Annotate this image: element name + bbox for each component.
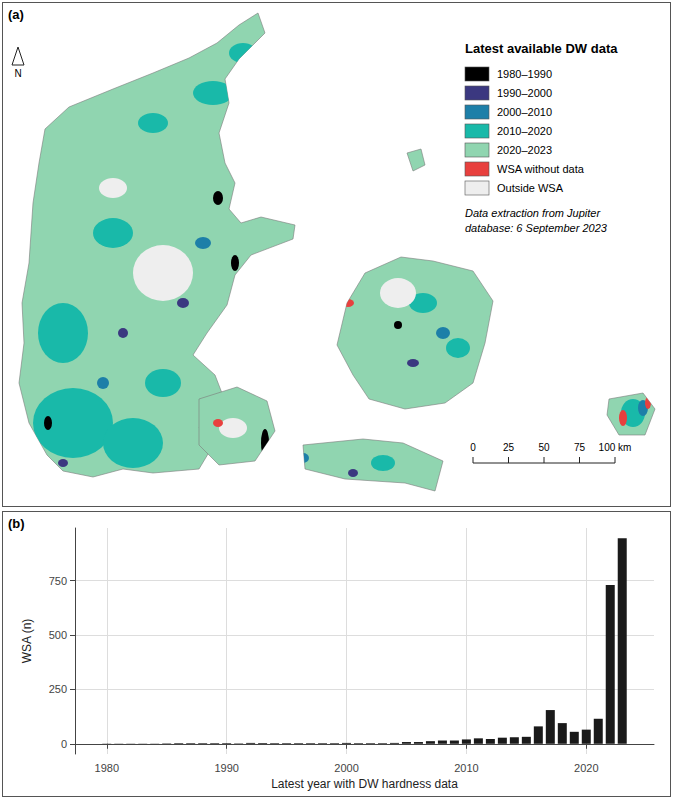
svg-text:25: 25 [503, 442, 515, 453]
svg-text:2010: 2010 [454, 762, 478, 774]
svg-text:Outside WSA: Outside WSA [497, 182, 564, 194]
svg-text:750: 750 [49, 575, 67, 587]
svg-text:WSA without data: WSA without data [497, 163, 585, 175]
svg-text:Latest year with DW hardness d: Latest year with DW hardness data [271, 777, 458, 791]
svg-text:2000: 2000 [334, 762, 358, 774]
svg-text:75: 75 [574, 442, 586, 453]
svg-text:database: 6 September 2023: database: 6 September 2023 [465, 222, 608, 234]
svg-text:2000–2010: 2000–2010 [497, 106, 552, 118]
html-text:(a): (a) [8, 7, 24, 22]
svg-text:Data extraction from Jupiter: Data extraction from Jupiter [465, 207, 601, 219]
svg-text:2010–2020: 2010–2020 [497, 125, 552, 137]
svg-text:WSA (n): WSA (n) [20, 619, 34, 664]
svg-text:0: 0 [61, 738, 67, 750]
svg-text:2020: 2020 [574, 762, 598, 774]
svg-text:1990–2000: 1990–2000 [497, 87, 552, 99]
svg-text:Latest available DW data: Latest available DW data [465, 41, 618, 56]
html-text:(b): (b) [8, 516, 25, 531]
svg-text:N: N [14, 68, 21, 79]
svg-text:500: 500 [49, 629, 67, 641]
svg-text:0: 0 [470, 442, 476, 453]
svg-text:250: 250 [49, 683, 67, 695]
svg-text:50: 50 [538, 442, 550, 453]
svg-text:2020–2023: 2020–2023 [497, 144, 552, 156]
svg-text:1980–1990: 1980–1990 [497, 68, 552, 80]
svg-text:100 km: 100 km [599, 442, 632, 453]
svg-text:1990: 1990 [214, 762, 238, 774]
svg-text:1980: 1980 [95, 762, 119, 774]
